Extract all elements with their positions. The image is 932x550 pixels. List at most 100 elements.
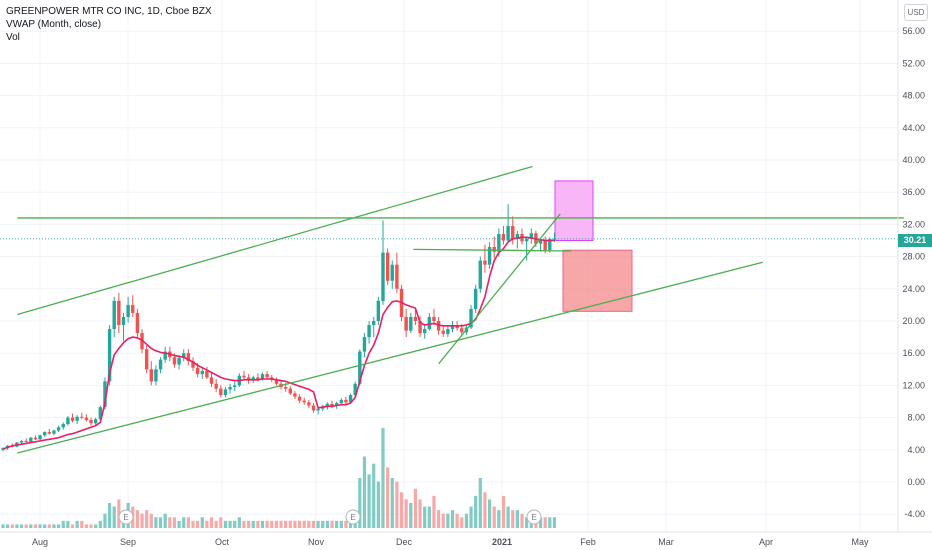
- candle-body: [492, 246, 496, 252]
- candle-body: [195, 367, 200, 375]
- candle-body: [376, 300, 381, 321]
- volume-bars: [1, 428, 557, 528]
- candle-body: [307, 402, 311, 406]
- x-tick-label: Sep: [120, 537, 136, 547]
- volume-bar: [487, 499, 492, 528]
- volume-bar: [145, 510, 149, 528]
- candle-body: [487, 246, 492, 265]
- candle-body: [511, 226, 515, 239]
- volume-bar: [321, 520, 325, 528]
- volume-bar: [43, 524, 47, 528]
- candle-body: [297, 396, 302, 401]
- volume-bar: [501, 495, 506, 528]
- volume-bar: [10, 524, 14, 528]
- candle-body: [339, 399, 343, 404]
- volume-bar: [84, 524, 89, 528]
- y-tick-label: 56.00: [902, 26, 925, 36]
- volume-bar: [1, 524, 5, 528]
- x-tick-label: Oct: [215, 537, 230, 547]
- x-tick-label: Aug: [32, 537, 48, 547]
- volume-bar: [492, 506, 496, 528]
- volume-bar: [511, 510, 515, 528]
- volume-bar: [274, 520, 279, 528]
- candle-body: [89, 420, 93, 424]
- volume-bar: [427, 506, 431, 528]
- volume-bar: [460, 517, 464, 528]
- volume-bar: [6, 524, 10, 528]
- earnings-marker-label: E: [350, 513, 355, 522]
- candle-body: [38, 435, 42, 440]
- volume-bar: [57, 524, 61, 528]
- x-tick-label: May: [851, 537, 869, 547]
- volume-bar: [140, 513, 144, 528]
- candle-body: [316, 408, 320, 411]
- volume-bar: [307, 520, 311, 528]
- candle-body: [422, 329, 427, 334]
- volume-bar: [390, 478, 394, 528]
- volume-bar: [464, 513, 468, 528]
- y-tick-label: 4.00: [907, 445, 925, 455]
- candle-body: [409, 316, 413, 331]
- candle-body: [93, 419, 98, 424]
- candle-body: [144, 349, 149, 370]
- candle-body: [524, 238, 529, 242]
- currency-button[interactable]: USD: [904, 4, 928, 21]
- volume-bar: [270, 520, 274, 528]
- volume-bar: [339, 520, 343, 528]
- volume-bar: [311, 520, 316, 528]
- candle-body: [381, 252, 385, 301]
- candle-body: [209, 377, 214, 384]
- candle-body: [446, 329, 450, 334]
- volume-bar: [395, 481, 399, 528]
- volume-bar: [61, 520, 65, 528]
- candle-body: [19, 440, 24, 443]
- volume-bar: [297, 520, 302, 528]
- volume-bar: [335, 520, 339, 528]
- volume-bar: [112, 506, 116, 528]
- volume-bar: [404, 499, 408, 528]
- y-tick-label: -4.00: [904, 509, 925, 519]
- volume-bar: [163, 513, 167, 528]
- candle-body: [56, 427, 61, 431]
- candle-body: [24, 440, 28, 442]
- volume-bar: [177, 520, 181, 528]
- volume-bar: [200, 517, 204, 528]
- candle-body: [552, 238, 557, 240]
- legend-symbol[interactable]: GREENPOWER MTR CO INC, 1D, Cboe BZX: [6, 6, 212, 17]
- price-axis: 56.00 52.00 48.00 44.00 40.00 36.00 32.00 28.00…: [902, 26, 925, 519]
- candle-body: [432, 316, 436, 321]
- volume-bar: [330, 520, 334, 528]
- earnings-marker: [345, 509, 361, 525]
- volume-bar: [515, 510, 519, 528]
- candle-body: [117, 300, 121, 326]
- candle-body: [163, 351, 167, 360]
- candle-body: [80, 416, 84, 418]
- volume-bar: [552, 517, 557, 528]
- x-tick-label: 2021: [492, 537, 512, 547]
- volume-bar: [75, 520, 79, 528]
- candle-body: [334, 403, 339, 406]
- candle-body: [362, 337, 367, 352]
- volume-bar: [209, 517, 214, 528]
- volume-bar: [418, 499, 422, 528]
- volume-bar: [251, 520, 255, 528]
- candle-body: [191, 361, 195, 368]
- volume-bar: [237, 517, 241, 528]
- candle-body: [172, 357, 177, 365]
- candle-body: [135, 312, 140, 334]
- legend-vwap[interactable]: VWAP (Month, close): [6, 19, 102, 30]
- candle-body: [418, 321, 422, 334]
- candle-body: [427, 316, 432, 330]
- volume-bar: [279, 520, 283, 528]
- candle-body: [177, 358, 181, 365]
- volume-bar: [302, 520, 306, 528]
- y-tick-label: 28.00: [902, 252, 925, 262]
- last-price-tag: 30.21: [898, 234, 932, 247]
- volume-bar: [284, 520, 288, 528]
- volume-bar: [525, 517, 529, 528]
- candle-body: [214, 383, 218, 389]
- legend-vol[interactable]: Vol: [6, 32, 20, 43]
- earnings-marker-label: E: [123, 513, 128, 522]
- candle-body: [107, 329, 112, 382]
